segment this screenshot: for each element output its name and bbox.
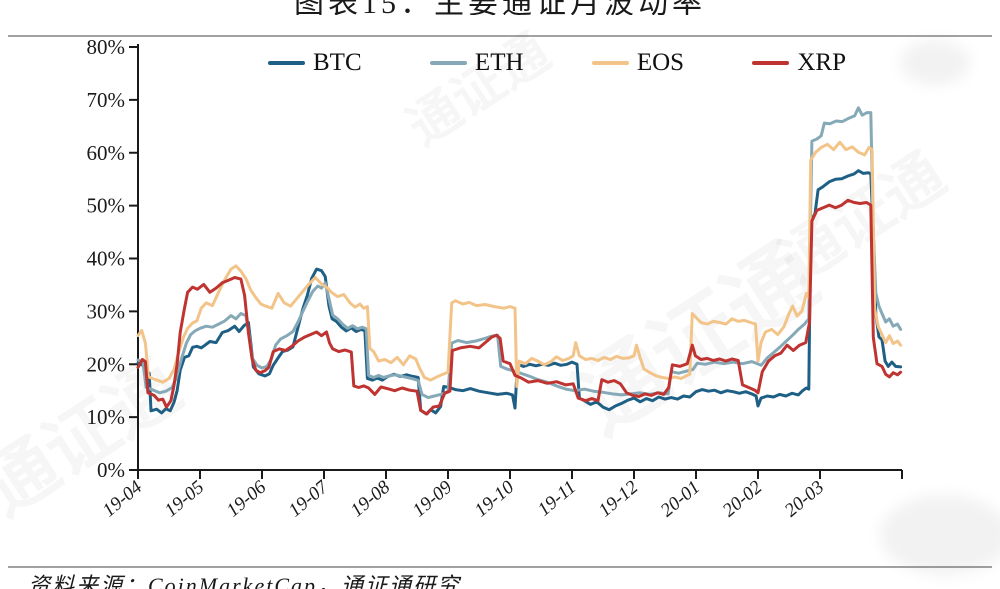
legend-swatch-eth: [429, 60, 467, 65]
x-axis-label: 19-05: [161, 477, 208, 522]
series-line-EOS: [136, 140, 903, 388]
figure-title-text: 图表15：主要通证月波动率: [294, 0, 706, 15]
x-axis-label: 19-12: [595, 476, 643, 521]
legend-item-xrp: XRP: [752, 50, 846, 75]
x-axis-label: 19-06: [223, 476, 271, 521]
x-axis-label: 19-09: [409, 476, 457, 521]
legend-label-eos: EOS: [636, 49, 685, 76]
y-axis-label: 70%: [87, 88, 126, 112]
x-axis-label: 19-07: [285, 476, 334, 522]
x-axis-label: 20-02: [719, 476, 767, 521]
y-axis-label: 60%: [87, 141, 126, 165]
legend-item-eth: ETH: [429, 49, 524, 76]
x-axis-label: 19-11: [534, 477, 580, 521]
figure-title-clipped: 图表15：主要通证月波动率: [0, 0, 1000, 15]
x-axis-label: 20-01: [657, 477, 704, 522]
x-axis-label: 19-08: [347, 476, 395, 521]
source-note-clipped: 资料来源：CoinMarketCap，通证通研究: [28, 572, 788, 589]
legend-swatch-xrp: [752, 60, 790, 65]
x-axis-label: 20-03: [781, 477, 828, 522]
legend-label-btc: BTC: [313, 49, 362, 76]
y-axis-label: 20%: [87, 352, 126, 376]
legend-swatch-btc: [268, 60, 305, 65]
series-line-XRP: [136, 198, 903, 416]
x-axis-label: 19-10: [471, 476, 519, 521]
legend-item-eos: EOS: [591, 49, 685, 76]
legend-swatch-eos: [591, 60, 629, 65]
top-divider-line: [8, 35, 992, 37]
y-axis-label: 30%: [87, 299, 126, 323]
chart-legend: BTC ETH EOS XRP: [268, 50, 846, 75]
legend-item-btc: BTC: [268, 50, 362, 75]
y-axis-label: 80%: [87, 35, 126, 59]
y-axis-label: 50%: [87, 194, 126, 218]
y-axis-label: 40%: [87, 247, 126, 271]
x-axis-label: 19-04: [99, 476, 147, 521]
y-axis-label: 0%: [97, 458, 125, 482]
legend-label-xrp: XRP: [797, 49, 846, 76]
bottom-divider-line: [8, 566, 992, 568]
y-axis-label: 10%: [87, 405, 126, 429]
legend-label-eth: ETH: [474, 49, 524, 76]
source-note-text: 资料来源：CoinMarketCap，通证通研究: [28, 573, 461, 589]
